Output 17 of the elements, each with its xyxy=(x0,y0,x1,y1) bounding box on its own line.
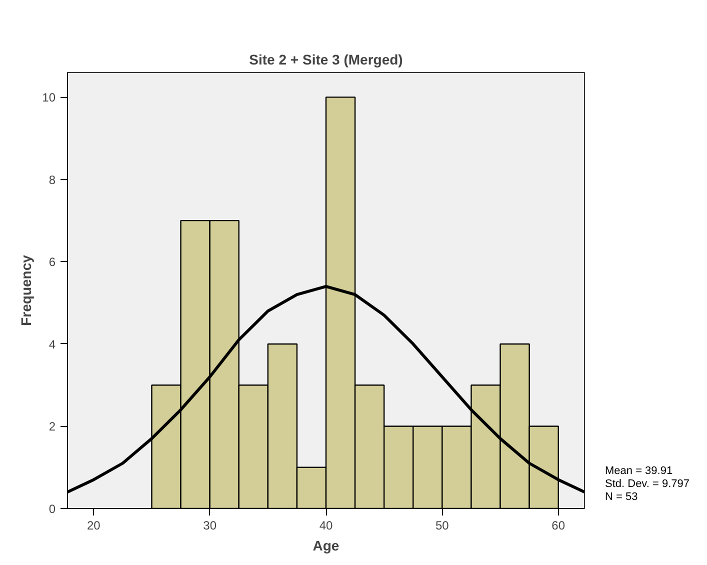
text: Std. Dev. = 9.797 xyxy=(605,478,690,490)
y-tick-label: 0 xyxy=(48,502,56,516)
text: N = 53 xyxy=(605,491,638,503)
y-tick-label: 8 xyxy=(48,172,56,187)
chart-title: Site 2 + Site 3 (Merged) xyxy=(249,52,403,68)
y-tick-label: 10 xyxy=(42,90,56,105)
x-axis-title: Age xyxy=(312,538,340,554)
x-tick-label: 60 xyxy=(552,518,566,532)
x-tick-label: 50 xyxy=(436,518,450,532)
text: Mean = 39.91 xyxy=(605,465,673,477)
x-tick-label: 20 xyxy=(86,518,101,532)
y-axis-title: Frequency xyxy=(18,254,34,326)
y-tick-label: 4 xyxy=(48,337,56,352)
y-tick-label: 2 xyxy=(48,420,56,434)
x-tick-label: 40 xyxy=(319,518,333,532)
y-tick-label: 6 xyxy=(48,255,56,270)
x-tick-label: 30 xyxy=(203,518,217,532)
